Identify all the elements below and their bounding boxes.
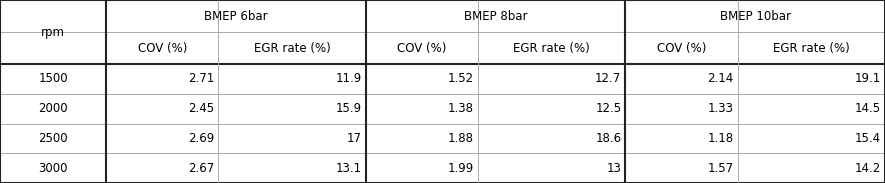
Text: 1.52: 1.52 <box>448 72 473 85</box>
Text: 1500: 1500 <box>38 72 68 85</box>
Text: COV (%): COV (%) <box>397 42 447 55</box>
Text: 1.18: 1.18 <box>707 132 734 145</box>
Text: 19.1: 19.1 <box>855 72 881 85</box>
Text: BMEP 6bar: BMEP 6bar <box>204 10 268 23</box>
Text: 3000: 3000 <box>38 162 68 175</box>
Text: COV (%): COV (%) <box>657 42 706 55</box>
Text: BMEP 10bar: BMEP 10bar <box>720 10 790 23</box>
Text: EGR rate (%): EGR rate (%) <box>513 42 590 55</box>
Text: 12.5: 12.5 <box>596 102 621 115</box>
Text: 2.71: 2.71 <box>188 72 214 85</box>
Text: 18.6: 18.6 <box>596 132 621 145</box>
Text: 1.33: 1.33 <box>707 102 734 115</box>
Text: 2.45: 2.45 <box>189 102 214 115</box>
Text: 14.2: 14.2 <box>855 162 881 175</box>
Text: 13.1: 13.1 <box>335 162 362 175</box>
Text: 2.67: 2.67 <box>188 162 214 175</box>
Text: 15.9: 15.9 <box>335 102 362 115</box>
Text: 1.99: 1.99 <box>448 162 473 175</box>
Text: 2.14: 2.14 <box>707 72 734 85</box>
Text: EGR rate (%): EGR rate (%) <box>773 42 850 55</box>
Text: 17: 17 <box>347 132 362 145</box>
Text: COV (%): COV (%) <box>137 42 187 55</box>
Text: EGR rate (%): EGR rate (%) <box>254 42 330 55</box>
Text: 2000: 2000 <box>38 102 68 115</box>
Text: 1.88: 1.88 <box>448 132 473 145</box>
Text: 1.57: 1.57 <box>707 162 734 175</box>
Text: rpm: rpm <box>41 25 65 39</box>
Text: 1.38: 1.38 <box>448 102 473 115</box>
Text: 14.5: 14.5 <box>855 102 881 115</box>
Text: 11.9: 11.9 <box>335 72 362 85</box>
Text: 2.69: 2.69 <box>188 132 214 145</box>
Text: BMEP 8bar: BMEP 8bar <box>464 10 527 23</box>
Text: 12.7: 12.7 <box>595 72 621 85</box>
Text: 13: 13 <box>606 162 621 175</box>
Text: 15.4: 15.4 <box>855 132 881 145</box>
Text: 2500: 2500 <box>38 132 68 145</box>
